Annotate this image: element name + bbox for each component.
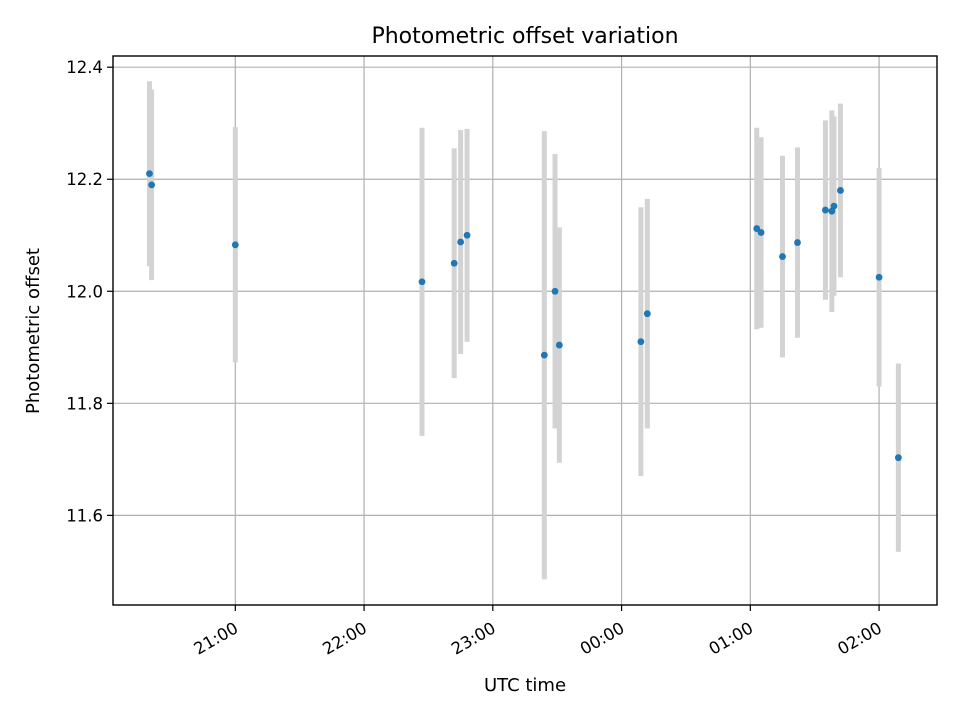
y-tick-label: 12.2 (66, 170, 103, 189)
data-point (450, 259, 458, 267)
x-axis-label: UTC time (484, 675, 566, 696)
data-point (757, 229, 765, 236)
data-point (146, 170, 153, 178)
data-point (779, 253, 786, 260)
data-point (794, 239, 801, 246)
y-tick-label: 12.4 (66, 58, 103, 77)
data-point (418, 278, 426, 286)
plot-frame (112, 55, 938, 606)
point-layer (146, 170, 902, 462)
y-tick-label: 11.8 (66, 394, 103, 413)
data-point (555, 341, 563, 349)
data-point (822, 206, 829, 214)
y-axis-label: Photometric offset (23, 248, 44, 414)
data-point (643, 310, 651, 318)
data-point (753, 225, 761, 232)
data-point (148, 181, 156, 189)
y-tick-label: 11.6 (66, 506, 103, 525)
data-point (457, 238, 465, 246)
data-point (231, 241, 239, 249)
data-point (540, 351, 548, 359)
data-point (551, 287, 559, 295)
y-tick-label: 12.0 (66, 282, 103, 301)
data-point (894, 454, 902, 462)
data-point (637, 338, 645, 346)
data-point (830, 202, 838, 210)
data-point (837, 187, 844, 194)
data-point (875, 273, 883, 281)
data-point (463, 231, 471, 239)
chart-title: Photometric offset variation (371, 24, 678, 49)
